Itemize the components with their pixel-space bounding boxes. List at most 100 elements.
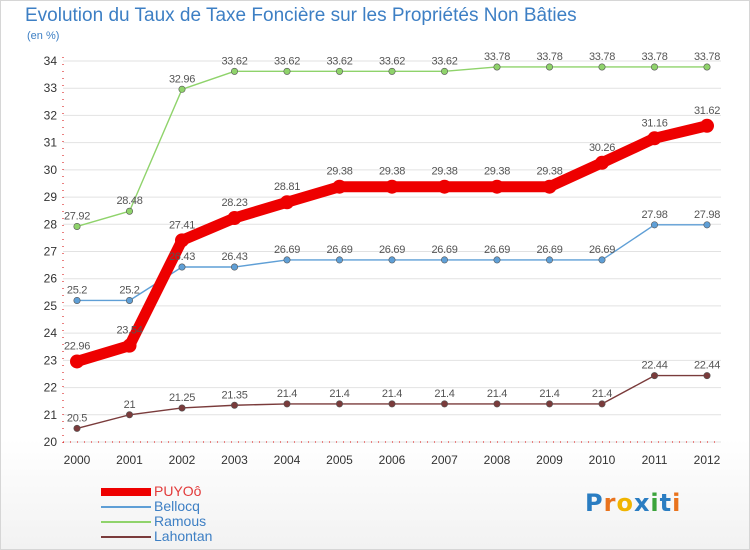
data-point xyxy=(437,179,452,194)
y-tick-label: 31 xyxy=(44,136,58,150)
data-label: 31.62 xyxy=(694,105,720,117)
data-point xyxy=(440,67,448,75)
data-label: 21.4 xyxy=(592,388,612,400)
data-point xyxy=(647,131,662,146)
data-point xyxy=(73,222,81,230)
data-label: 26.69 xyxy=(589,244,615,256)
legend-label: Lahontan xyxy=(154,528,213,544)
data-label: 33.62 xyxy=(379,55,405,67)
data-label: 22.44 xyxy=(641,360,667,372)
y-tick-label: 23 xyxy=(44,353,58,367)
data-label: 28.81 xyxy=(274,181,300,193)
data-point xyxy=(73,296,81,304)
data-label: 21.25 xyxy=(169,392,195,404)
data-label: 32.96 xyxy=(169,73,195,85)
data-label: 27.92 xyxy=(64,210,90,222)
chart-title: Evolution du Taux de Taxe Foncière sur l… xyxy=(25,5,577,26)
data-point xyxy=(280,195,294,210)
data-label: 28.48 xyxy=(116,195,142,207)
data-point xyxy=(122,338,137,353)
legend-label: PUYOô xyxy=(154,483,202,499)
data-point xyxy=(650,372,658,380)
data-label: 21.35 xyxy=(221,389,247,401)
data-point xyxy=(598,400,606,408)
data-label: 27.98 xyxy=(641,209,667,221)
data-label: 33.62 xyxy=(431,55,457,67)
data-point xyxy=(388,67,396,75)
data-label: 21.4 xyxy=(329,388,349,400)
x-tick-label: 2007 xyxy=(431,453,458,467)
data-label: 26.69 xyxy=(536,244,562,256)
data-label: 27.98 xyxy=(694,209,720,221)
proxiti-logo: Proxiti xyxy=(585,489,682,517)
data-label: 29.38 xyxy=(484,166,510,178)
data-point xyxy=(335,67,343,75)
data-label: 20.5 xyxy=(67,412,87,424)
data-label: 22.96 xyxy=(64,340,90,352)
data-point xyxy=(703,221,711,229)
data-label: 33.78 xyxy=(641,51,667,63)
data-point xyxy=(283,400,291,408)
data-point xyxy=(178,263,186,271)
data-point xyxy=(231,67,239,75)
data-label: 26.69 xyxy=(431,244,457,256)
legend-swatch xyxy=(101,536,151,538)
y-tick-label: 21 xyxy=(44,408,58,422)
data-point xyxy=(335,400,343,408)
y-tick-label: 34 xyxy=(44,54,58,68)
data-point xyxy=(126,296,134,304)
data-point xyxy=(227,211,242,226)
data-point xyxy=(650,221,658,229)
data-point xyxy=(440,256,448,264)
data-point xyxy=(703,372,711,380)
legend-swatch xyxy=(101,521,151,523)
data-label: 33.78 xyxy=(484,51,510,63)
data-label: 29.38 xyxy=(326,166,352,178)
data-point xyxy=(126,411,134,419)
x-tick-label: 2004 xyxy=(274,453,301,467)
data-point xyxy=(70,354,84,369)
data-label: 27.41 xyxy=(169,219,195,231)
legend-swatch xyxy=(101,506,151,508)
data-label: 26.69 xyxy=(484,244,510,256)
data-point xyxy=(385,179,399,194)
data-point xyxy=(283,67,291,75)
data-label: 33.78 xyxy=(536,51,562,63)
data-label: 21.4 xyxy=(277,388,297,400)
x-tick-label: 2012 xyxy=(694,453,721,467)
data-label: 29.38 xyxy=(431,166,457,178)
data-point xyxy=(493,400,501,408)
data-point xyxy=(126,207,134,215)
data-point xyxy=(493,63,501,71)
legend-label: Ramous xyxy=(154,513,207,529)
data-label: 21.4 xyxy=(382,388,402,400)
data-label: 30.26 xyxy=(589,142,615,154)
data-label: 29.38 xyxy=(536,166,562,178)
data-point xyxy=(703,63,711,71)
x-tick-label: 2011 xyxy=(642,453,668,467)
x-tick-label: 2009 xyxy=(536,453,563,467)
x-tick-label: 2000 xyxy=(64,453,91,467)
y-tick-label: 28 xyxy=(44,217,58,231)
data-point xyxy=(650,63,658,71)
data-point xyxy=(175,233,189,248)
legend-label: Bellocq xyxy=(154,498,200,514)
data-point xyxy=(178,404,186,412)
data-point xyxy=(178,85,186,93)
data-point xyxy=(545,256,553,264)
data-point xyxy=(388,256,396,264)
data-label: 22.44 xyxy=(694,360,720,372)
data-point xyxy=(440,400,448,408)
x-tick-label: 2003 xyxy=(221,453,248,467)
data-label: 31.16 xyxy=(641,117,667,129)
data-label: 29.38 xyxy=(379,166,405,178)
data-point xyxy=(283,256,291,264)
legend-swatch xyxy=(101,488,151,496)
data-point xyxy=(335,256,343,264)
data-label: 25.2 xyxy=(67,284,87,296)
data-point xyxy=(598,256,606,264)
data-point xyxy=(332,179,347,194)
data-label: 21.4 xyxy=(487,388,507,400)
data-label: 26.69 xyxy=(379,244,405,256)
